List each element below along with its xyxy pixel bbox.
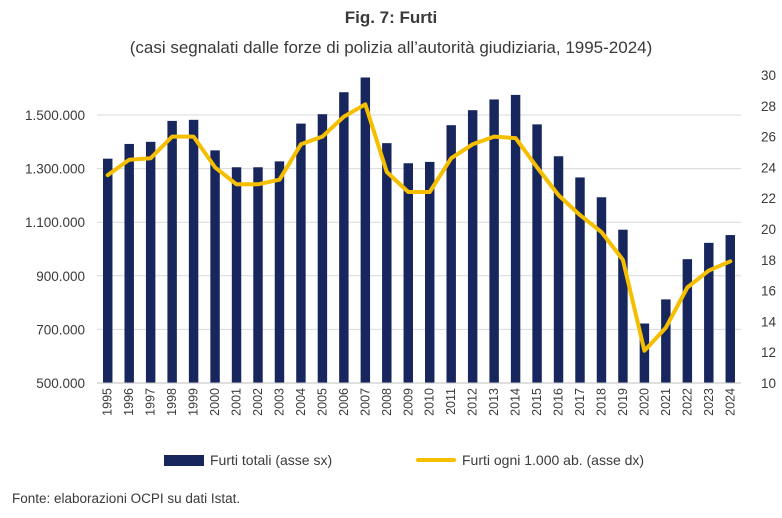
- x-tick-label: 2005: [315, 388, 329, 416]
- x-tick-label: 1996: [122, 388, 136, 416]
- bar: [103, 158, 113, 383]
- bar: [467, 110, 478, 384]
- bar: [403, 163, 413, 383]
- bar: [317, 114, 328, 384]
- bar: [682, 259, 693, 383]
- x-tick-label: 1995: [101, 388, 115, 416]
- bar: [145, 141, 156, 383]
- bar: [446, 125, 456, 384]
- x-tick-label: 2009: [401, 388, 415, 416]
- bar: [382, 143, 392, 383]
- y-right-tick-label: 14: [761, 314, 777, 329]
- y-right-tick-label: 28: [761, 99, 776, 114]
- legend-bar-label: Furti totali (asse sx): [210, 452, 333, 468]
- bar: [639, 323, 650, 383]
- legend-bar-swatch: [164, 454, 204, 466]
- bar: [188, 119, 199, 383]
- x-tick-label: 2004: [294, 388, 308, 416]
- bar: [339, 92, 349, 383]
- bar: [661, 299, 671, 383]
- bar: [210, 150, 220, 383]
- bar-series-furti-totali: [103, 77, 735, 384]
- bar: [124, 143, 134, 383]
- bar: [231, 167, 242, 383]
- legend-line-label: Furti ogni 1.000 ab. (asse dx): [462, 452, 645, 468]
- y-axis-right: 10 12 14 16 18 20 22 24 26 28 30: [761, 68, 777, 391]
- x-tick-label: 2022: [680, 388, 694, 416]
- x-tick-label: 1998: [165, 388, 179, 416]
- x-tick-label: 2015: [530, 388, 544, 416]
- x-tick-label: 2003: [272, 388, 286, 416]
- bar: [360, 77, 371, 383]
- y-axis-left: 500.000 700.000 900.000 1.100.000 1.300.000 1…: [25, 108, 85, 391]
- y-right-tick-label: 10: [761, 376, 776, 391]
- x-tick-label: 2010: [423, 388, 437, 416]
- x-tick-label: 1999: [187, 388, 201, 416]
- x-axis: 1995 1996 1997 1998 1999 2000 2001 2002 2003 2004…: [97, 382, 741, 416]
- x-tick-label: 2021: [659, 388, 673, 416]
- bar: [253, 167, 263, 383]
- bar: [725, 235, 735, 383]
- source-note: Fonte: elaborazioni OCPI su dati Istat.: [12, 491, 241, 506]
- x-tick-label: 2019: [616, 388, 630, 416]
- bar: [532, 124, 542, 383]
- y-right-tick-label: 30: [761, 68, 776, 83]
- y-right-tick-label: 16: [761, 284, 776, 299]
- x-tick-label: 2017: [573, 388, 587, 416]
- bar: [274, 161, 285, 383]
- x-tick-label: 2011: [444, 388, 458, 415]
- y-left-tick-label: 900.000: [36, 269, 85, 284]
- x-tick-label: 2014: [509, 388, 523, 416]
- bar: [510, 94, 521, 384]
- x-tick-label: 2013: [487, 388, 501, 416]
- y-right-tick-label: 22: [761, 191, 776, 206]
- bar: [618, 229, 628, 383]
- chart-title: Fig. 7: Furti: [344, 8, 438, 27]
- bar: [425, 161, 435, 383]
- bar: [553, 156, 564, 383]
- x-tick-label: 2018: [594, 388, 608, 416]
- x-tick-label: 2012: [466, 388, 480, 416]
- y-left-tick-label: 500.000: [36, 376, 85, 391]
- y-right-tick-label: 26: [761, 130, 776, 145]
- x-tick-label: 1997: [144, 388, 158, 416]
- x-tick-label: 2016: [552, 388, 566, 416]
- legend-line-swatch: [416, 458, 456, 462]
- bar: [296, 123, 306, 384]
- legend-item-bar: Furti totali (asse sx): [164, 452, 332, 468]
- x-tick-label: 2001: [230, 388, 244, 416]
- x-tick-label: 2024: [723, 388, 737, 416]
- y-left-tick-label: 1.500.000: [25, 108, 85, 123]
- bar: [167, 120, 177, 384]
- x-tick-label: 2008: [380, 388, 394, 416]
- y-left-tick-label: 1.100.000: [25, 215, 85, 230]
- y-right-tick-label: 20: [761, 222, 776, 237]
- bar: [575, 177, 585, 383]
- y-left-tick-label: 1.300.000: [25, 162, 85, 177]
- chart-subtitle: (casi segnalati dalle forze di polizia a…: [129, 38, 653, 57]
- x-tick-label: 2000: [208, 388, 222, 416]
- series-line: [105, 102, 733, 353]
- x-tick-label: 2020: [637, 388, 651, 416]
- bar: [704, 242, 714, 383]
- bar: [596, 197, 607, 383]
- y-left-tick-label: 700.000: [36, 322, 85, 337]
- y-right-tick-label: 24: [761, 160, 777, 175]
- legend-item-line: Furti ogni 1.000 ab. (asse dx): [416, 452, 644, 468]
- legend: Furti totali (asse sx) Furti ogni 1.000 …: [0, 452, 782, 470]
- x-tick-label: 2006: [337, 388, 351, 416]
- x-tick-label: 2007: [358, 388, 372, 416]
- bar: [489, 99, 499, 384]
- x-tick-label: 2023: [702, 388, 716, 416]
- line-series-furti-per-1000: [105, 102, 733, 353]
- y-right-tick-label: 18: [761, 253, 776, 268]
- x-tick-label: 2002: [251, 388, 265, 416]
- y-right-tick-label: 12: [761, 345, 776, 360]
